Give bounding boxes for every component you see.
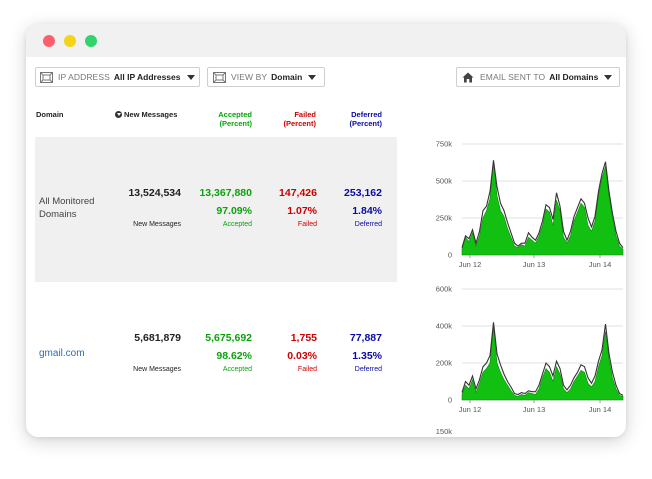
column-header-new-messages-label: New Messages [124, 110, 178, 119]
chevron-down-icon [308, 74, 317, 80]
y-tick-label: 200k [436, 359, 453, 368]
deferred-label: Deferred [354, 366, 382, 373]
accepted-area-series [461, 160, 624, 256]
failed-value: 1,755 [290, 332, 317, 344]
column-header-accepted-label: Accepted [218, 110, 252, 119]
y-tick-label: 600k [436, 285, 453, 294]
column-header-deferred[interactable]: Deferred (Percent) [336, 110, 382, 128]
failed-percent: 0.03% [287, 350, 317, 362]
server-icon [40, 71, 53, 83]
view-by-filter-label: VIEW BY [231, 72, 268, 82]
new-messages-label: New Messages [133, 221, 181, 228]
column-header-deferred-unit: (Percent) [349, 119, 382, 128]
new-messages-value: 13,524,534 [128, 187, 181, 199]
column-header-failed-unit: (Percent) [283, 119, 316, 128]
deferred-label: Deferred [354, 221, 382, 228]
x-tick-label: Jun 14 [589, 260, 612, 269]
failed-label: Failed [297, 366, 317, 373]
email-sent-to-filter-value: All Domains [549, 72, 599, 82]
total-line-series [461, 322, 624, 396]
close-window-button[interactable] [43, 35, 55, 47]
column-header-new-messages[interactable]: New Messages [115, 110, 177, 119]
deferred-value: 77,887 [349, 332, 382, 344]
ip-address-filter-label: IP ADDRESS [58, 72, 110, 82]
accepted-area-series [461, 325, 624, 401]
column-header-accepted-unit: (Percent) [219, 119, 252, 128]
x-tick-label: Jun 13 [523, 260, 546, 269]
accepted-label: Accepted [222, 366, 252, 373]
failed-label: Failed [297, 221, 317, 228]
maximize-window-button[interactable] [85, 35, 97, 47]
deferred-percent: 1.84% [352, 205, 382, 217]
y-tick-label: 500k [436, 177, 453, 186]
domain-name-line: Domains [39, 209, 77, 220]
x-tick-label: Jun 12 [459, 260, 482, 269]
new-messages-label: New Messages [133, 366, 181, 373]
home-icon [461, 71, 475, 83]
chevron-down-icon [186, 74, 195, 80]
y-tick-label: 750k [436, 140, 453, 149]
deferred-value: 253,162 [344, 187, 382, 199]
failed-value: 147,426 [279, 187, 317, 199]
domain-name: All Monitored Domains [39, 195, 94, 221]
email-sent-to-filter-label: EMAIL SENT TO [480, 72, 546, 82]
minimize-window-button[interactable] [64, 35, 76, 47]
y-tick-label: 150k [436, 427, 453, 436]
column-header-failed[interactable]: Failed (Percent) [270, 110, 316, 128]
ip-address-filter-value: All IP Addresses [113, 72, 181, 82]
column-header-domain[interactable]: Domain [36, 110, 64, 119]
y-tick-label: 0 [448, 251, 452, 260]
x-tick-label: Jun 13 [523, 405, 546, 414]
accepted-label: Accepted [222, 221, 252, 228]
view-by-filter[interactable]: VIEW BY Domain [207, 67, 325, 87]
domain-name-line: All Monitored [39, 196, 95, 207]
total-line-series [461, 160, 624, 248]
x-tick-label: Jun 12 [459, 405, 482, 414]
title-bar [26, 24, 626, 57]
email-sent-to-filter[interactable]: EMAIL SENT TO All Domains [456, 67, 620, 87]
column-header-accepted[interactable]: Accepted (Percent) [206, 110, 252, 128]
domain-link[interactable]: gmail.com [39, 348, 85, 359]
y-tick-label: 250k [436, 214, 453, 223]
traffic-chart-all-domains: 0 250k 500k 750k Jun 12 Jun 13 Jun 14 [436, 140, 624, 269]
deferred-percent: 1.35% [352, 350, 382, 362]
sort-icon [115, 111, 122, 118]
y-tick-label: 0 [448, 396, 452, 405]
x-tick-label: Jun 14 [589, 405, 612, 414]
column-header-failed-label: Failed [294, 110, 316, 119]
server-icon [212, 71, 226, 83]
accepted-value: 5,675,692 [205, 332, 252, 344]
column-header-deferred-label: Deferred [351, 110, 382, 119]
accepted-value: 13,367,880 [199, 187, 252, 199]
ip-address-filter[interactable]: IP ADDRESS All IP Addresses [35, 67, 200, 87]
y-tick-label: 400k [436, 322, 453, 331]
view-by-filter-value: Domain [271, 72, 303, 82]
chevron-down-icon [604, 74, 613, 80]
failed-percent: 1.07% [287, 205, 317, 217]
app-window: IP ADDRESS All IP Addresses VIEW BY Doma… [26, 24, 626, 437]
accepted-percent: 98.62% [216, 350, 252, 362]
traffic-chart-gmail: 0 200k 400k 600k Jun 12 Jun 13 Jun 14 150k [436, 285, 624, 436]
new-messages-value: 5,681,879 [134, 332, 181, 344]
accepted-percent: 97.09% [216, 205, 252, 217]
